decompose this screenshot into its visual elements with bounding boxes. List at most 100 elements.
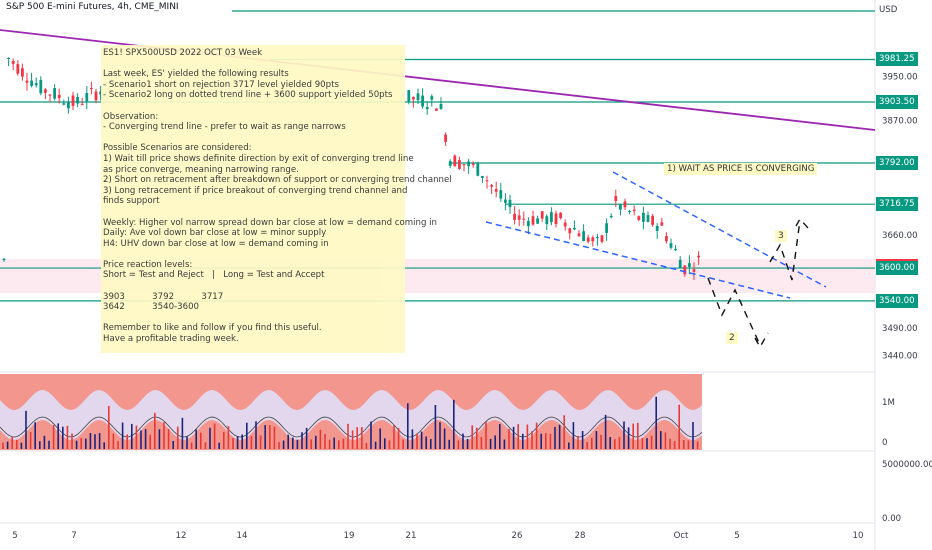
- price-label: 3540.00: [876, 293, 918, 308]
- candle-body: [568, 228, 572, 234]
- candle-body: [517, 215, 521, 220]
- note-line: Price reaction levels:: [103, 259, 193, 270]
- note-line: Observation:: [103, 111, 159, 122]
- time-tick: 19: [343, 531, 355, 541]
- candle-body: [57, 94, 61, 99]
- candle-body: [2, 258, 6, 261]
- chart-pane-separators: [0, 0, 876, 550]
- note-line: finds support: [103, 196, 160, 207]
- candle-body: [90, 87, 93, 90]
- candle-body: [16, 64, 20, 74]
- note-line: [103, 313, 403, 324]
- candle-body: [416, 93, 420, 101]
- candle-body: [444, 134, 447, 142]
- price-tick: 3440.00: [882, 352, 918, 362]
- note-line: 3) Long retracement if price breakout of…: [103, 185, 408, 196]
- candle-body: [540, 211, 544, 219]
- note-line: ES1! SPX500USD 2022 OCT 03 Week: [103, 48, 263, 58]
- volume-tick-1m: 1M: [882, 398, 895, 408]
- candle-body: [674, 248, 677, 251]
- candle-body: [660, 222, 664, 226]
- price-tick: 3950.00: [882, 73, 918, 83]
- note-line: Have a profitable trading week.: [103, 334, 239, 345]
- candle-body: [683, 265, 687, 275]
- candle-body: [619, 204, 622, 210]
- candle-body: [467, 161, 470, 167]
- candle-body: [425, 106, 429, 110]
- candle-body: [596, 237, 599, 239]
- candle-body: [554, 213, 558, 225]
- candle-body: [651, 215, 654, 225]
- currency-label: USD: [879, 5, 898, 15]
- volume-band: [0, 390, 702, 440]
- note-line: [103, 133, 403, 144]
- candle-body: [439, 103, 443, 109]
- note-line: - Converging trend line - prefer to wait…: [103, 122, 346, 133]
- candles: [2, 57, 700, 281]
- candle-body: [527, 220, 530, 227]
- scenario-label-3: 3: [775, 230, 787, 242]
- candle-body: [53, 88, 56, 99]
- time-tick: Oct: [673, 531, 689, 541]
- candle-body: [600, 235, 604, 242]
- candle-body: [678, 259, 682, 268]
- candle-body: [669, 243, 673, 248]
- note-line: [103, 281, 403, 292]
- time-tick: 28: [574, 531, 586, 541]
- price-label: 3903.50: [876, 95, 918, 110]
- volume-tick-0: 0: [882, 438, 888, 448]
- note-line: Short = Test and Reject | Long = Test an…: [103, 270, 325, 281]
- candle-body: [577, 233, 581, 237]
- candle-body: [586, 237, 590, 242]
- scenario-paths: [707, 217, 809, 349]
- candle-body: [458, 160, 461, 169]
- candle-body: [94, 91, 98, 101]
- note-line: 3903 3792 3717: [103, 291, 224, 302]
- candle-body: [536, 218, 539, 224]
- candle-body: [62, 103, 66, 105]
- note-line: Remember to like and follow if you find …: [103, 323, 322, 334]
- candle-body: [453, 155, 457, 167]
- candle-body: [76, 96, 79, 104]
- candle-body: [655, 225, 659, 231]
- candle-body: [494, 189, 498, 192]
- converging-annotation: 1) WAIT AS PRICE IS CONVERGING: [664, 163, 818, 175]
- candle-body: [692, 269, 696, 272]
- candle-body: [421, 95, 424, 107]
- candle-body: [430, 96, 434, 100]
- time-tick: 21: [405, 531, 417, 541]
- candle-body: [545, 216, 549, 225]
- candle-body: [448, 161, 452, 166]
- candle-body: [665, 236, 668, 242]
- candle-body: [614, 196, 618, 201]
- note-line: H4: UHV down bar close at low = demand c…: [103, 238, 329, 249]
- candle-body: [508, 199, 512, 208]
- price-tick: 3870.00: [882, 116, 918, 126]
- chart-title: S&P 500 E-mini Futures, 4h, CME_MINI: [4, 2, 181, 12]
- note-line: [103, 101, 403, 112]
- candle-body: [504, 199, 507, 203]
- candle-body: [7, 57, 10, 60]
- candle-body: [490, 184, 493, 187]
- candle-body: [632, 209, 636, 212]
- candle-body: [34, 83, 38, 86]
- candle-body: [642, 212, 645, 222]
- time-tick: 10: [852, 531, 864, 541]
- candle-body: [485, 180, 489, 182]
- price-tick: 3490.00: [882, 324, 918, 334]
- price-label: 3981.25: [876, 52, 918, 67]
- lower-tick-zero: 0.00: [882, 514, 902, 524]
- candle-body: [48, 94, 52, 96]
- candle-body: [67, 102, 70, 109]
- candle-body: [697, 255, 700, 258]
- candle-body: [435, 108, 438, 111]
- time-tick: 26: [511, 531, 523, 541]
- volume-pane: [0, 374, 703, 450]
- time-tick: 14: [236, 531, 248, 541]
- candle-body: [407, 90, 411, 102]
- note-line: Daily: Ave vol down bar close at low = m…: [103, 228, 327, 239]
- candle-body: [85, 93, 89, 102]
- time-tick: 5: [734, 531, 740, 541]
- candle-body: [44, 89, 47, 93]
- candle-body: [476, 162, 480, 176]
